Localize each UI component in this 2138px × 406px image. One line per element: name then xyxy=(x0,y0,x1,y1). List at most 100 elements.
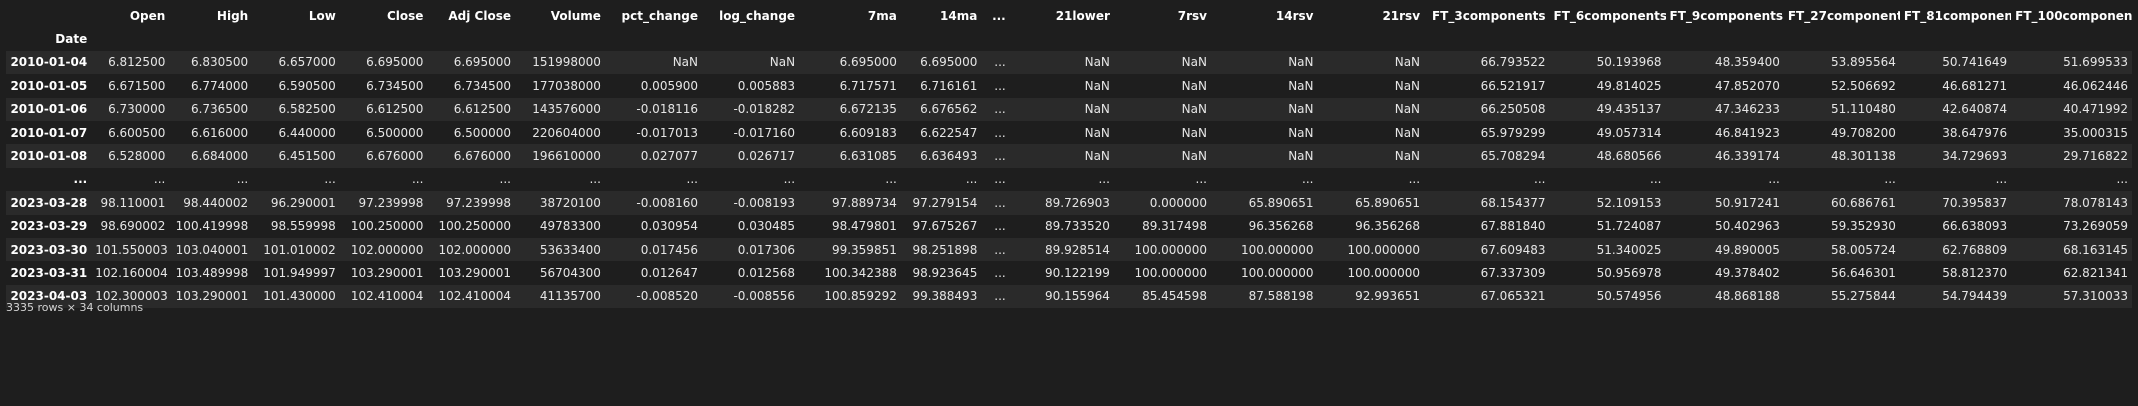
row-index: 2023-03-29 xyxy=(6,214,92,238)
table-cell: 62.768809 xyxy=(1899,237,2012,262)
table-cell: 54.794439 xyxy=(1899,284,2012,309)
table-cell: -0.018116 xyxy=(604,97,702,121)
row-index: 2023-03-28 xyxy=(6,191,92,215)
table-cell: 48.868188 xyxy=(1665,284,1784,309)
table-row: 2010-01-07 6.600500 6.616000 6.440000 6.5000… xyxy=(6,120,2132,145)
table-cell: 60.686761 xyxy=(1783,191,1900,215)
table-cell: ... xyxy=(604,167,702,192)
table-cell: 67.881840 xyxy=(1424,214,1550,238)
column-header: 21rsv xyxy=(1382,8,1421,23)
table-cell: 34.729693 xyxy=(1899,144,2012,168)
table-cell: 196610000 xyxy=(514,144,605,168)
table-cell: 57.310033 xyxy=(2011,284,2132,309)
table-cell: NaN xyxy=(1317,144,1425,168)
table-row: 2023-03-30 101.550003 103.040001 101.010002… xyxy=(6,237,2132,262)
table-cell: ... xyxy=(514,167,605,192)
table-cell: 52.109153 xyxy=(1549,191,1666,215)
table-cell: 0.012647 xyxy=(604,261,702,285)
table-cell: 49.814025 xyxy=(1549,74,1666,98)
table-cell: 6.830500 xyxy=(169,50,253,75)
table-cell: 100.000000 xyxy=(1317,237,1425,262)
table-cell: 0.000000 xyxy=(1113,191,1211,215)
column-header: Close xyxy=(386,8,424,23)
table-cell: 6.734500 xyxy=(339,74,428,98)
column-header-row: Open High Low Close Adj Close Volume pct_chang… xyxy=(6,4,2132,27)
table-cell: 6.612500 xyxy=(427,97,515,121)
table-cell: 98.251898 xyxy=(900,237,982,262)
table-cell: 55.275844 xyxy=(1783,284,1900,309)
table-cell: 65.890651 xyxy=(1210,191,1318,215)
table-cell: 6.730000 xyxy=(91,97,170,121)
table-cell: 0.005900 xyxy=(604,74,702,98)
table-cell: 65.890651 xyxy=(1317,191,1425,215)
table-cell: NaN xyxy=(1317,74,1425,98)
table-cell: ... xyxy=(981,50,1010,75)
table-cell: 0.012568 xyxy=(702,261,800,285)
table-cell: 6.590500 xyxy=(252,74,340,98)
table-cell: 102.000000 xyxy=(339,237,428,262)
table-cell: NaN xyxy=(1210,144,1318,168)
column-header: Volume xyxy=(550,8,601,23)
table-cell: NaN xyxy=(1317,120,1425,145)
table-cell: 6.612500 xyxy=(339,97,428,121)
table-cell: 6.657000 xyxy=(252,50,340,75)
column-header: ... xyxy=(992,8,1006,23)
table-cell: 100.000000 xyxy=(1317,261,1425,285)
table-cell: 56.646301 xyxy=(1783,261,1900,285)
table-cell: ... xyxy=(981,284,1010,309)
table-cell: 6.500000 xyxy=(339,120,428,145)
table-cell: 103.290001 xyxy=(169,284,253,309)
table-cell: 51.110480 xyxy=(1783,97,1900,121)
table-cell: 6.631085 xyxy=(799,144,901,168)
table-cell: ... xyxy=(1549,167,1666,192)
table-cell: 40.471992 xyxy=(2011,97,2132,121)
table-cell: 66.250508 xyxy=(1424,97,1550,121)
table-cell: NaN xyxy=(1009,50,1114,75)
table-cell: 97.239998 xyxy=(339,191,428,215)
table-cell: ... xyxy=(981,167,1010,192)
column-header: Open xyxy=(129,8,166,23)
table-cell: 46.062446 xyxy=(2011,74,2132,98)
table-cell: ... xyxy=(1210,167,1318,192)
table-cell: 0.027077 xyxy=(604,144,702,168)
table-cell: ... xyxy=(981,97,1010,121)
table-cell: 100.250000 xyxy=(339,214,428,238)
table-cell: 97.675267 xyxy=(900,214,982,238)
table-cell: 0.017456 xyxy=(604,237,702,262)
table-row: 2023-04-03 102.300003 103.290001 101.430000… xyxy=(6,284,2132,309)
table-cell: NaN xyxy=(1210,74,1318,98)
table-cell: 103.040001 xyxy=(169,237,253,262)
column-header: 7ma xyxy=(867,8,897,23)
table-cell: 48.301138 xyxy=(1783,144,1900,168)
table-cell: 42.640874 xyxy=(1899,97,2012,121)
column-header: FT_9components xyxy=(1669,8,1784,23)
table-cell: 6.500000 xyxy=(427,120,515,145)
table-row: 2023-03-29 98.690002 100.419998 98.559998 10… xyxy=(6,214,2132,238)
table-cell: NaN xyxy=(1113,97,1211,121)
table-cell: 51.340025 xyxy=(1549,237,1666,262)
table-cell: 0.026717 xyxy=(702,144,800,168)
table-cell: 58.812370 xyxy=(1899,261,2012,285)
table-cell: ... xyxy=(1665,167,1784,192)
table-cell: 101.010002 xyxy=(252,237,340,262)
table-cell: 85.454598 xyxy=(1113,284,1211,309)
table-cell: 6.736500 xyxy=(169,97,253,121)
table-cell: 66.638093 xyxy=(1899,214,2012,238)
table-cell: 35.000315 xyxy=(2011,120,2132,145)
table-cell: 78.078143 xyxy=(2011,191,2132,215)
table-cell: 49.708200 xyxy=(1783,120,1900,145)
table-cell: -0.017160 xyxy=(702,120,800,145)
table-cell: ... xyxy=(1899,167,2012,192)
index-name: Date xyxy=(55,32,88,47)
table-cell: ... xyxy=(427,167,515,192)
table-cell: 177038000 xyxy=(514,74,605,98)
table-row: ........................................… xyxy=(6,167,2132,192)
table-cell: 6.695000 xyxy=(427,50,515,75)
table-cell: 102.000000 xyxy=(427,237,515,262)
table-cell: 98.690002 xyxy=(91,214,170,238)
table-cell: -0.018282 xyxy=(702,97,800,121)
table-cell: 100.250000 xyxy=(427,214,515,238)
table-cell: 89.726903 xyxy=(1009,191,1114,215)
table-cell: 96.356268 xyxy=(1210,214,1318,238)
table-cell: NaN xyxy=(1113,120,1211,145)
